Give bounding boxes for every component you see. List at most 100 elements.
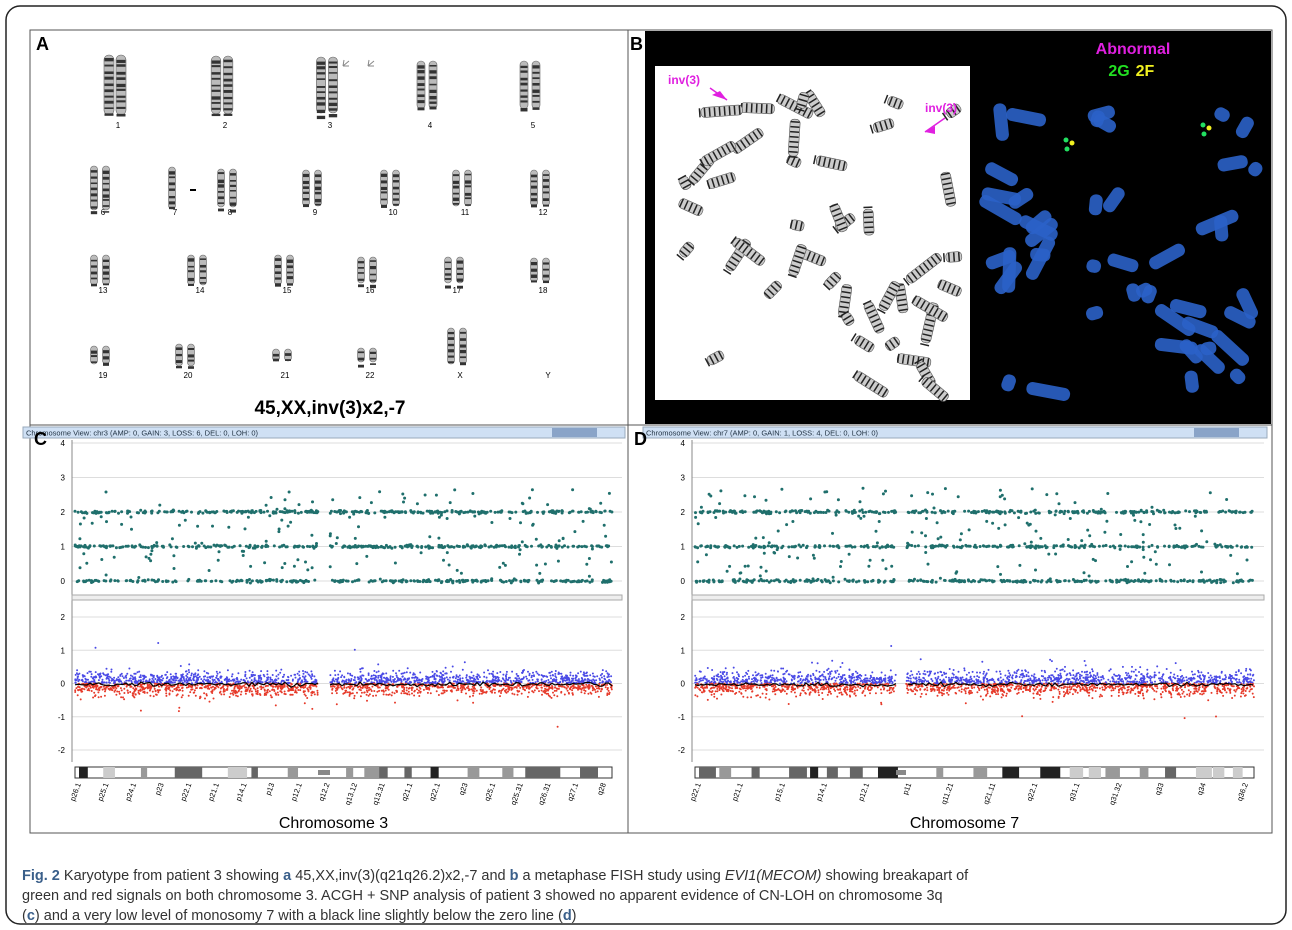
chromosome-band (103, 356, 109, 359)
chromosome-band (531, 204, 537, 207)
chromosome-band (448, 349, 454, 352)
legend-yellow: 2F (1136, 63, 1155, 80)
chromosome-band (230, 190, 236, 192)
panel-letter: C (34, 429, 47, 449)
chromosome-band (418, 76, 425, 79)
chromosome-band (381, 205, 387, 208)
ideogram-band (543, 767, 561, 778)
chromosome-band (275, 258, 281, 261)
chromosome-band (212, 60, 221, 63)
chromosome-label: 2 (223, 121, 228, 130)
chromosome-band (105, 101, 114, 104)
band-label: q34 (1195, 782, 1208, 797)
chromosome-label: 22 (366, 371, 375, 380)
chromosome-band (188, 278, 194, 281)
chromosome-band (448, 337, 454, 340)
chromosome-band (317, 66, 325, 69)
y-tick-label: 1 (681, 646, 686, 655)
chromosome-label: 10 (389, 208, 398, 217)
chromosome-band (91, 170, 97, 173)
band-label: q22.1 (1025, 782, 1040, 803)
karyotype: 45,XX,inv(3)x2,-7 (254, 398, 405, 419)
panel-letter: D (634, 429, 647, 449)
legend-green: 2G (1108, 63, 1129, 80)
chromosome-band (370, 352, 376, 354)
chromosome-band (448, 361, 454, 363)
separator (692, 595, 1264, 600)
chromosome-band (543, 275, 549, 278)
chromosome-band (285, 359, 291, 361)
chromosome-band (176, 366, 182, 368)
chromosome-band (430, 84, 437, 86)
snp-dots (75, 490, 612, 583)
chromosome-band (91, 177, 97, 179)
y-tick-label: 1 (681, 543, 686, 552)
chromosome-band (303, 192, 309, 194)
y-tick-label: 2 (681, 508, 686, 517)
chromosome-band (188, 266, 194, 268)
ideogram-band (1213, 767, 1224, 778)
ideogram-band (936, 767, 943, 778)
chromosome-band (531, 193, 537, 196)
chromosome-band (275, 271, 281, 274)
chromosome-band (317, 116, 325, 119)
chromosome-band (317, 72, 325, 74)
chromosome-band (103, 199, 109, 201)
chromosome-band (91, 260, 97, 262)
chromosome-band (418, 65, 425, 68)
log-ratio-gain (75, 643, 611, 684)
band-label: p21.1 (206, 782, 221, 803)
band-label: p15.1 (772, 782, 787, 803)
chromosome-label: 20 (184, 371, 193, 380)
chromosome-band (117, 89, 126, 91)
chromosome-band (370, 274, 376, 276)
chromosome-band (457, 268, 463, 270)
chromosome-band (453, 203, 459, 205)
chromosome-band (531, 280, 537, 282)
fig-label: Fig. 2 (22, 868, 60, 884)
chromosome-band (533, 90, 540, 93)
chromosome-band (418, 107, 425, 110)
chromosome-band (287, 276, 293, 279)
chromosome-band (169, 201, 175, 204)
chromosome (218, 169, 225, 207)
chromosome-band (465, 197, 471, 199)
chromosome-band (418, 100, 425, 103)
ideogram-band (1040, 767, 1060, 778)
ideogram-band (1002, 767, 1019, 778)
chromosome (465, 170, 472, 206)
band-label: p12.1 (289, 782, 304, 803)
chromosome-band (521, 78, 528, 81)
chromosome-band (103, 194, 109, 197)
caption-text: a metaphase FISH study using (519, 868, 725, 884)
chromosome-band (531, 198, 537, 201)
chromosome-band (103, 183, 109, 185)
chromosome-label: 21 (281, 371, 290, 380)
chromosome-label: X (457, 371, 463, 380)
ideogram-band (175, 767, 193, 778)
legend-title: Abnormal (1096, 41, 1171, 58)
chromosome-band (176, 347, 182, 350)
chromosome-label: 5 (531, 121, 536, 130)
caption-text: green and red signals on both chromosome… (22, 888, 943, 904)
caption-line: green and red signals on both chromosome… (22, 886, 1282, 906)
chromosome-band (91, 361, 97, 363)
chromosome-band (91, 278, 97, 280)
ideogram-band (827, 767, 838, 778)
chromosome-band (91, 351, 97, 354)
chromosome-band (329, 103, 337, 106)
chromosome-band (117, 84, 126, 87)
fish-signal (1207, 126, 1212, 131)
chromosome-band (188, 348, 194, 350)
chromosome-band (381, 187, 387, 190)
ideogram-band (580, 767, 598, 778)
chromosome-label: 12 (539, 208, 548, 217)
chromosome-band (91, 265, 97, 267)
panel-letter: A (36, 34, 49, 54)
chromosome-band (445, 273, 451, 275)
caption-text: ) and a very low level of monosomy 7 wit… (35, 908, 563, 924)
fish-signal (1201, 123, 1206, 128)
chromosome-band (212, 108, 221, 110)
chromosome-band (117, 100, 126, 102)
chromosome-band (521, 108, 528, 111)
